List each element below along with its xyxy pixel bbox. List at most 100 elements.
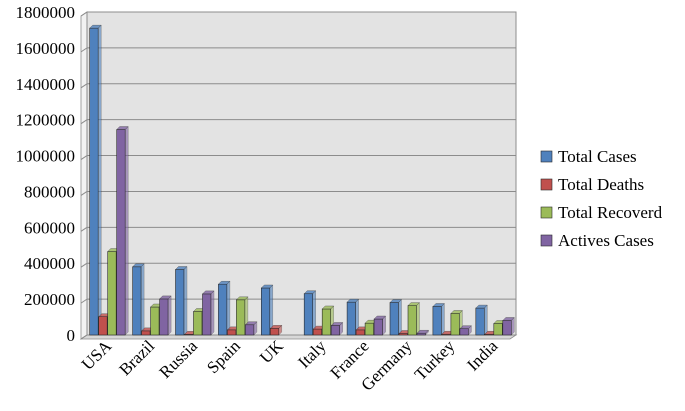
x-tick-label: USA xyxy=(78,336,116,374)
bar-top xyxy=(202,290,215,295)
legend-swatch xyxy=(540,206,553,219)
bar-top xyxy=(303,290,317,294)
bar-italy-total-deaths xyxy=(312,328,323,336)
bar-italy-total-recoverd xyxy=(321,308,332,336)
gridline-side xyxy=(80,11,88,17)
bar-italy-actives-cases xyxy=(330,325,341,336)
plot-area xyxy=(87,12,516,335)
x-tick-label: Brazil xyxy=(115,336,158,379)
bar-top xyxy=(321,305,335,310)
bar-top xyxy=(407,302,420,306)
bar-side xyxy=(484,304,488,336)
bar-top xyxy=(116,126,129,130)
bar-france-total-recoverd xyxy=(364,322,374,336)
legend-swatch xyxy=(540,178,553,191)
x-tick-label: UK xyxy=(256,336,287,367)
bar-turkey-total-recoverd xyxy=(450,313,460,336)
x-tick-label: Turkey xyxy=(411,336,459,384)
bar-side xyxy=(140,263,145,336)
bar-uk-total-cases xyxy=(260,287,271,336)
bar-side xyxy=(398,299,402,336)
bar-side xyxy=(183,266,188,336)
bar-side xyxy=(97,24,102,336)
bar-usa-actives-cases xyxy=(116,129,126,336)
bar-side xyxy=(210,290,215,336)
legend-label: Total Cases xyxy=(558,147,637,166)
gridline-side xyxy=(80,155,88,160)
bar-brazil-total-cases xyxy=(132,266,142,336)
y-tick-label: 1600000 xyxy=(16,39,76,58)
y-tick-label: 600000 xyxy=(24,218,75,237)
bar-usa-total-cases xyxy=(89,27,99,336)
bar-side xyxy=(226,280,231,336)
bar-italy-total-cases xyxy=(303,293,314,336)
bar-side xyxy=(124,126,129,336)
bar-top xyxy=(502,317,515,321)
bar-top xyxy=(159,295,172,300)
bar-brazil-total-deaths xyxy=(141,330,151,336)
bar-top xyxy=(475,304,488,309)
x-tick-label: Spain xyxy=(203,336,244,377)
legend-swatch xyxy=(540,234,553,247)
x-tick-label: Russia xyxy=(156,336,202,382)
bar-germany-total-cases xyxy=(389,302,399,336)
bar-top xyxy=(459,325,472,329)
bar-russia-total-cases xyxy=(175,269,185,336)
bar-germany-total-deaths xyxy=(398,333,408,336)
bar-top xyxy=(175,266,188,270)
bar-brazil-actives-cases xyxy=(159,298,169,336)
bar-top xyxy=(132,263,145,268)
bar-turkey-actives-cases xyxy=(459,328,469,336)
bar-side xyxy=(382,315,386,336)
legend-label: Actives Cases xyxy=(558,231,654,250)
y-tick-label: 0 xyxy=(67,326,76,345)
bar-germany-actives-cases xyxy=(416,332,426,336)
y-tick-label: 200000 xyxy=(24,290,75,309)
bar-top xyxy=(269,325,283,329)
x-tick-label: Italy xyxy=(294,336,330,372)
bar-top xyxy=(389,299,402,303)
bar-france-total-cases xyxy=(346,301,356,336)
bar-top xyxy=(217,281,231,285)
bar-top xyxy=(432,303,445,307)
gridline-side xyxy=(80,226,88,232)
gridline-side xyxy=(80,262,88,268)
bar-side xyxy=(441,302,445,336)
y-tick-label: 400000 xyxy=(24,254,75,273)
bar-spain-total-cases xyxy=(218,283,228,336)
legend-label: Total Deaths xyxy=(558,175,644,194)
bar-top xyxy=(235,296,249,301)
bar-top xyxy=(260,284,274,289)
bar-brazil-total-recoverd xyxy=(150,306,160,336)
bar-top xyxy=(373,315,387,320)
bar-top xyxy=(450,310,463,314)
bar-top xyxy=(346,298,360,303)
bar-germany-total-recoverd xyxy=(407,305,417,336)
bar-spain-total-recoverd xyxy=(236,299,246,336)
bar-top xyxy=(89,24,102,29)
bar-france-actives-cases xyxy=(373,318,383,336)
bar-top xyxy=(416,330,429,334)
bar-uk-total-deaths xyxy=(269,328,280,336)
bar-usa-total-deaths xyxy=(98,316,108,336)
gridline-side xyxy=(80,47,88,53)
bar-russia-total-recoverd xyxy=(193,311,203,336)
y-tick-label: 1800000 xyxy=(16,3,76,22)
legend-label: Total Recoverd xyxy=(558,203,663,222)
y-tick-label: 1200000 xyxy=(16,111,76,130)
bar-top xyxy=(244,321,258,325)
bar-spain-total-deaths xyxy=(227,329,237,336)
y-tick-label: 1400000 xyxy=(16,75,76,94)
bar-france-total-deaths xyxy=(355,329,365,336)
gridline-side xyxy=(80,83,88,89)
plot-border xyxy=(86,11,517,336)
bar-side xyxy=(167,295,172,336)
gridline-side xyxy=(80,298,88,304)
bar-spain-actives-cases xyxy=(245,324,255,336)
side-wall xyxy=(80,11,88,340)
gridline-side xyxy=(80,191,88,196)
bar-india-total-recoverd xyxy=(493,323,503,336)
bar-turkey-total-cases xyxy=(432,306,442,336)
x-tick-label: India xyxy=(463,336,501,374)
